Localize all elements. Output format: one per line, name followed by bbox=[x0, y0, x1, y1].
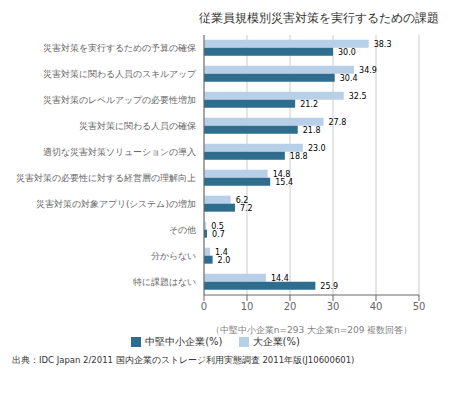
svg-text:（中堅中小企業n=293 大企業n=209 複数回答）: （中堅中小企業n=293 大企業n=209 複数回答） bbox=[211, 325, 413, 335]
svg-text:32.5: 32.5 bbox=[349, 92, 367, 101]
html-text:従業員規模別災害対策を実行するための課題: 従業員規模別災害対策を実行するための課題 bbox=[199, 11, 439, 25]
svg-text:21.8: 21.8 bbox=[303, 126, 321, 135]
svg-text:特に課題はない: 特に課題はない bbox=[133, 277, 196, 287]
svg-text:6.2: 6.2 bbox=[235, 195, 249, 205]
svg-text:30.4: 30.4 bbox=[340, 74, 358, 83]
svg-text:14.8: 14.8 bbox=[272, 169, 291, 179]
svg-text:0.7: 0.7 bbox=[212, 230, 225, 239]
svg-text:災害対策に関わる人員の確保: 災害対策に関わる人員の確保 bbox=[79, 121, 196, 131]
svg-text:災害対策を実行するための予算の確保: 災害対策を実行するための予算の確保 bbox=[43, 43, 196, 53]
svg-text:その他: その他 bbox=[169, 225, 196, 235]
svg-text:災害対策のレベルアップの必要性増加: 災害対策のレベルアップの必要性増加 bbox=[43, 95, 196, 105]
svg-text:1.4: 1.4 bbox=[215, 247, 228, 257]
svg-text:27.8: 27.8 bbox=[329, 118, 347, 127]
html-text:中堅中小企業(%): 中堅中小企業(%) bbox=[145, 336, 223, 347]
svg-text:34.9: 34.9 bbox=[359, 66, 377, 75]
svg-text:10: 10 bbox=[241, 301, 254, 312]
html-text:出典：IDC Japan 2/2011 国内企業のストレージ: 出典：IDC Japan 2/2011 国内企業のストレージ利用実態調査 201… bbox=[12, 355, 355, 365]
svg-text:7.2: 7.2 bbox=[240, 204, 253, 213]
svg-text:20: 20 bbox=[284, 301, 297, 312]
svg-text:災害対策の対象アプリ(システム)の増加: 災害対策の対象アプリ(システム)の増加 bbox=[36, 199, 196, 209]
svg-text:14.4: 14.4 bbox=[271, 274, 289, 283]
svg-text:30.0: 30.0 bbox=[338, 48, 356, 57]
svg-text:50: 50 bbox=[413, 301, 426, 312]
svg-text:15.4: 15.4 bbox=[275, 178, 293, 187]
svg-text:40: 40 bbox=[370, 301, 383, 312]
svg-text:30: 30 bbox=[327, 301, 340, 312]
html-text:大企業(%): 大企業(%) bbox=[252, 336, 300, 347]
svg-text:0: 0 bbox=[201, 301, 207, 312]
svg-text:18.8: 18.8 bbox=[290, 152, 308, 161]
svg-text:災害対策に関わる人員のスキルアップ: 災害対策に関わる人員のスキルアップ bbox=[43, 69, 197, 79]
svg-text:適切な災害対策ソリューションの導入: 適切な災害対策ソリューションの導入 bbox=[43, 147, 196, 157]
svg-text:38.3: 38.3 bbox=[374, 40, 392, 49]
svg-text:分からない: 分からない bbox=[151, 251, 196, 261]
svg-text:23.0: 23.0 bbox=[308, 144, 326, 153]
svg-text:2.0: 2.0 bbox=[218, 256, 231, 265]
svg-text:21.2: 21.2 bbox=[300, 100, 318, 109]
svg-text:25.9: 25.9 bbox=[320, 282, 338, 291]
svg-text:0.5: 0.5 bbox=[211, 221, 224, 231]
svg-text:災害対策の必要性に対する経営層の理解向上: 災害対策の必要性に対する経営層の理解向上 bbox=[16, 173, 196, 183]
